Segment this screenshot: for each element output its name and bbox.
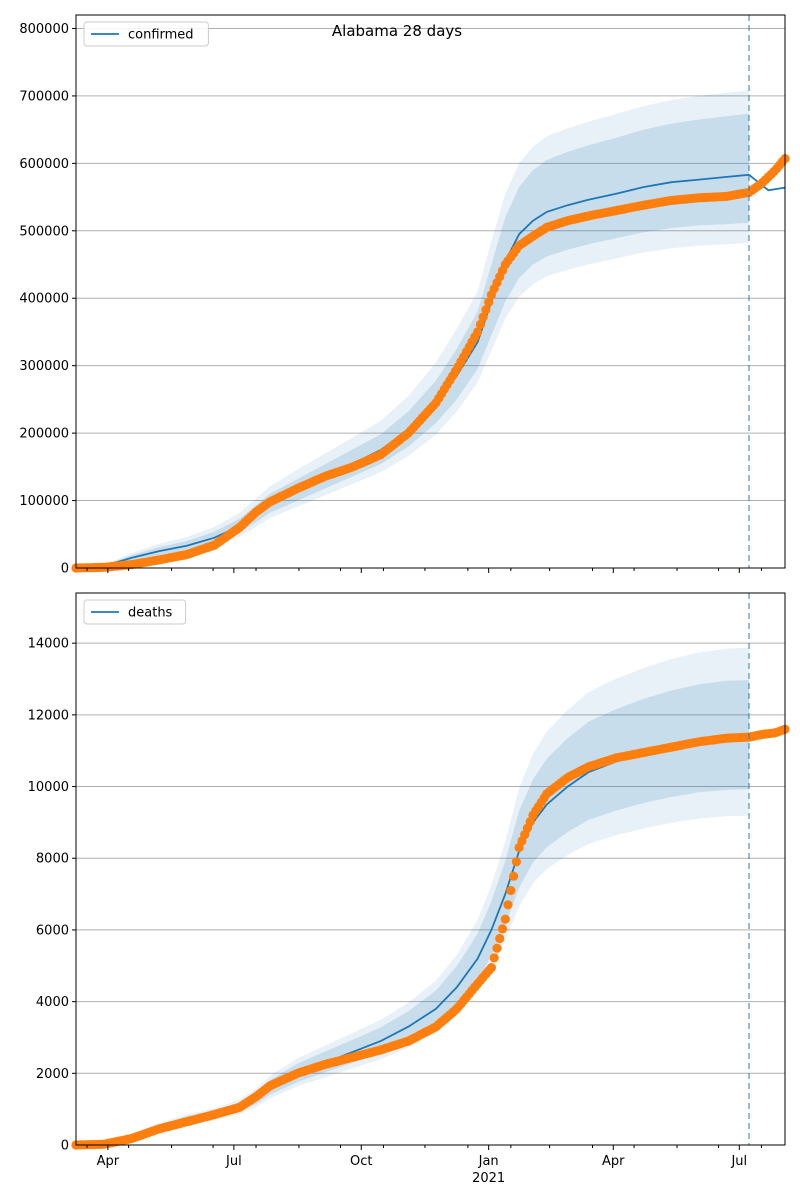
observed-point <box>495 933 505 944</box>
x-tick-label: Jul <box>730 1154 747 1169</box>
plot-frame <box>75 592 786 1146</box>
legend: confirmed <box>83 21 209 47</box>
legend: deaths <box>83 599 187 625</box>
observed-point <box>475 319 485 330</box>
y-tick-label: 600000 <box>19 157 69 172</box>
confidence-band <box>76 113 749 568</box>
y-tick-label: 0 <box>61 1139 69 1154</box>
x-year-label: 2021 <box>472 1171 505 1186</box>
observed-point <box>489 953 499 963</box>
observed-point <box>497 924 508 934</box>
plot-frame <box>75 14 786 569</box>
deaths-chart: 0 2000 4000 6000 8000 10000 12000 14000 Apr Jul Oc… <box>28 592 790 1186</box>
observed-point <box>506 885 516 896</box>
x-tick-label: Apr <box>97 1154 120 1169</box>
x-tick-label: Jul <box>225 1154 242 1169</box>
observed-point <box>473 327 483 337</box>
observed-point <box>478 312 488 322</box>
y-tick-label: 10000 <box>28 780 69 795</box>
y-tick-label: 8000 <box>36 852 69 867</box>
y-tick-label: 0 <box>61 562 69 577</box>
y-tick-label: 700000 <box>19 89 69 104</box>
y-tick-label: 200000 <box>19 427 69 442</box>
y-tick-label: 500000 <box>19 224 69 239</box>
y-tick-label: 400000 <box>19 292 69 307</box>
y-tick-label: 4000 <box>36 995 69 1010</box>
y-tick-label: 300000 <box>19 359 69 374</box>
observed-point <box>503 900 513 910</box>
observed-point <box>481 305 491 315</box>
x-tick-label: Apr <box>602 1154 625 1169</box>
observed-point <box>511 857 521 867</box>
observed-point <box>492 943 502 953</box>
confidence-band <box>76 647 749 1145</box>
legend-label: confirmed <box>128 28 194 43</box>
y-tick-label: 12000 <box>28 708 69 723</box>
y-tick-label: 800000 <box>19 22 69 37</box>
confirmed-chart: 0 100000 200000 300000 400000 500000 600000 700… <box>19 14 790 577</box>
chart-title: Alabama 28 days <box>332 22 462 40</box>
x-tick-label: Jan <box>478 1154 499 1169</box>
y-tick-label: 6000 <box>36 923 69 938</box>
x-tick-label: Oct <box>350 1154 372 1169</box>
y-tick-label: 100000 <box>19 494 69 509</box>
legend-label: deaths <box>128 606 173 621</box>
observed-point <box>508 871 519 881</box>
observed-point <box>500 914 510 924</box>
confidence-band <box>76 90 749 568</box>
y-tick-label: 2000 <box>36 1067 69 1082</box>
observed-point <box>486 963 496 973</box>
y-tick-label: 14000 <box>28 637 69 652</box>
confidence-band <box>76 680 749 1145</box>
observed-point <box>484 297 494 307</box>
